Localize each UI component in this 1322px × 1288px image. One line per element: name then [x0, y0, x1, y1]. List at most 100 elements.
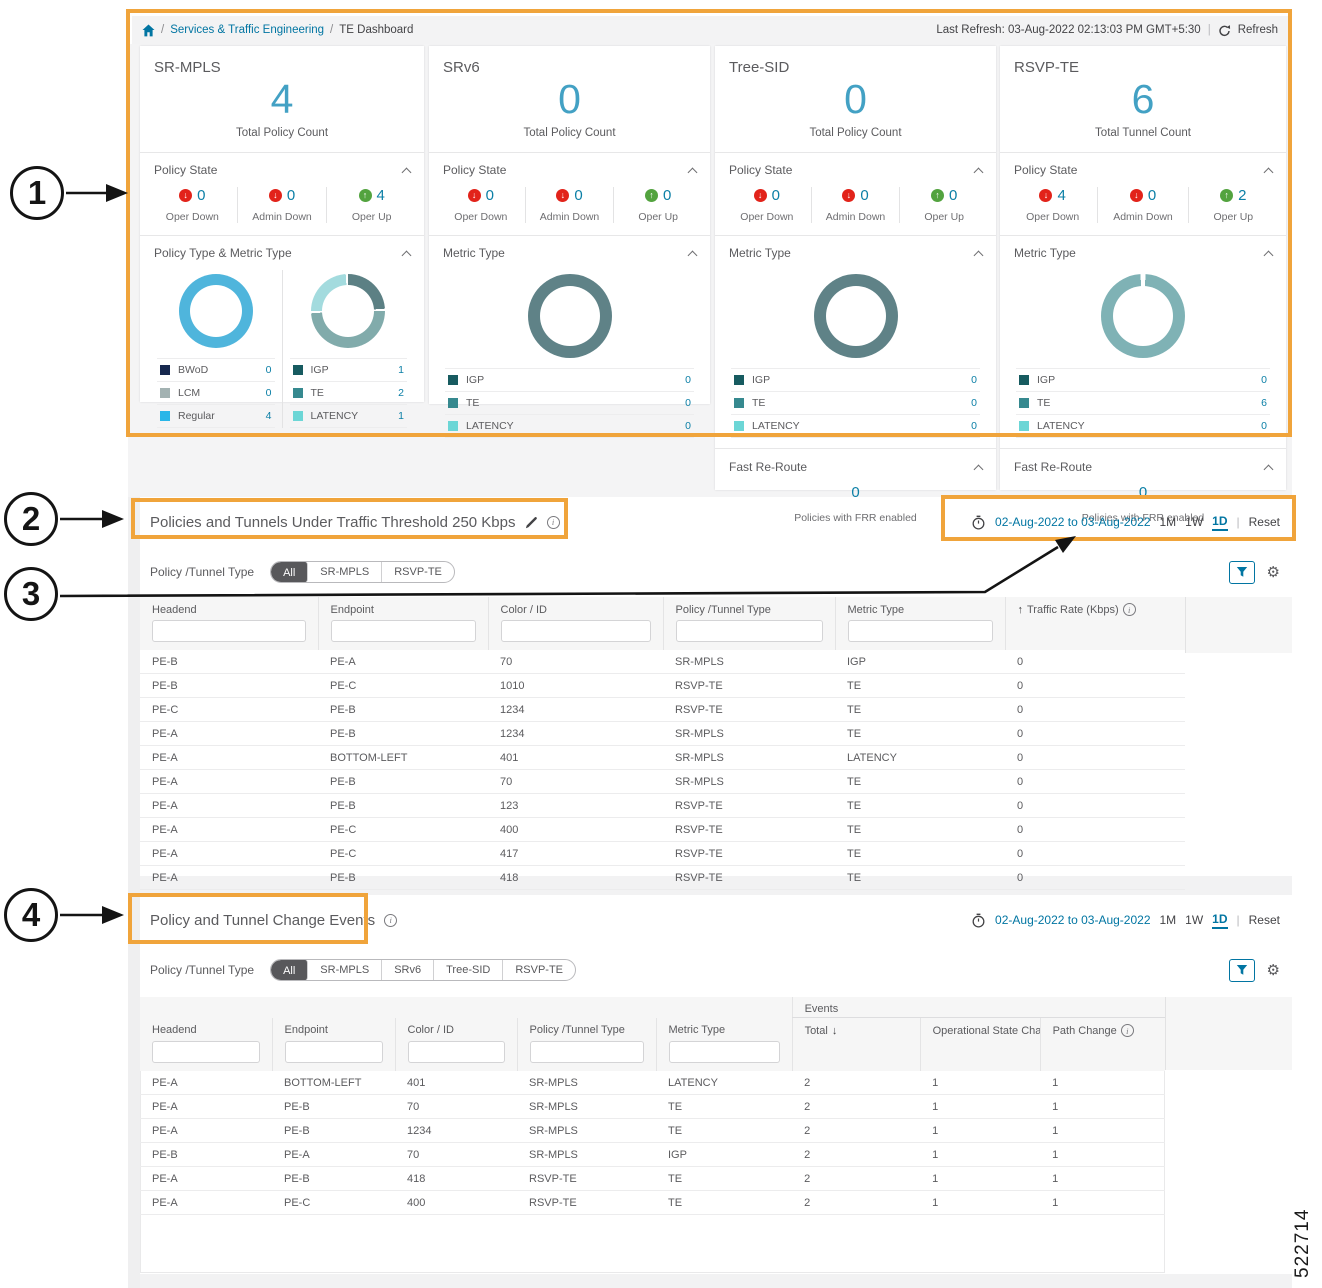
filter-sr-mpls-button[interactable]: SR-MPLS — [308, 960, 383, 980]
collapse-chevron-icon[interactable] — [973, 250, 984, 260]
oper-down-icon: ↓ — [1039, 189, 1053, 202]
oper-down-stat: ↓ 4 Oper Down — [1008, 187, 1097, 223]
column-header-path-change[interactable]: Path Change i — [1039, 1017, 1166, 1039]
filter-funnel-button[interactable] — [1228, 560, 1255, 584]
range-1d-button[interactable]: 1D — [1212, 514, 1228, 531]
legend-row: IGP 0 — [445, 368, 694, 391]
legend-value[interactable]: 0 — [265, 364, 272, 376]
legend-value[interactable]: 4 — [265, 410, 272, 422]
legend-value[interactable]: 0 — [265, 387, 272, 399]
date-range-link[interactable]: 02-Aug-2022 to 03-Aug-2022 — [995, 913, 1151, 927]
filter-input-endpoint[interactable] — [284, 1041, 383, 1063]
column-header-metric-type[interactable]: Metric Type — [655, 1017, 793, 1039]
filter-input-policy-type[interactable] — [529, 1041, 644, 1063]
reset-button[interactable]: Reset — [1248, 913, 1280, 927]
collapse-chevron-icon[interactable] — [1263, 167, 1274, 177]
filter-funnel-button[interactable] — [1228, 958, 1255, 982]
legend-value[interactable]: 1 — [398, 364, 404, 376]
filter-rsvp-te-button[interactable]: RSVP-TE — [515, 964, 564, 976]
time-range-icon[interactable] — [971, 913, 986, 928]
info-icon[interactable]: i — [1122, 603, 1136, 616]
column-header-metric-type[interactable]: Metric Type — [834, 597, 1005, 618]
column-header-endpoint[interactable]: Endpoint — [317, 597, 488, 618]
column-header-headend[interactable]: Headend — [140, 1017, 272, 1039]
column-header-oper-state-change[interactable]: Operational State Cha... — [919, 1017, 1041, 1039]
date-range-link[interactable]: 02-Aug-2022 to 03-Aug-2022 — [995, 515, 1151, 529]
legend-value[interactable]: 0 — [685, 374, 691, 386]
oper-up-icon: ↑ — [1220, 189, 1234, 202]
refresh-button[interactable]: Refresh — [1237, 24, 1278, 36]
info-icon[interactable]: i — [546, 515, 560, 529]
table-cell: 418 — [395, 1166, 517, 1191]
filter-all-button[interactable]: All — [271, 562, 309, 582]
column-header-endpoint[interactable]: Endpoint — [271, 1017, 395, 1039]
filter-input-color-id[interactable] — [500, 620, 651, 642]
range-1w-button[interactable]: 1W — [1185, 913, 1204, 927]
range-1d-button[interactable]: 1D — [1212, 912, 1228, 929]
filter-all-button[interactable]: All — [271, 960, 309, 980]
legend-value[interactable]: 0 — [685, 397, 691, 409]
filter-input-metric-type[interactable] — [847, 620, 993, 642]
range-1m-button[interactable]: 1M — [1159, 913, 1177, 927]
table-cell: TE — [835, 865, 1005, 890]
reset-button[interactable]: Reset — [1248, 515, 1280, 529]
total-count-label: Total Policy Count — [235, 127, 329, 139]
filter-srv6-button[interactable]: SRv6 — [382, 960, 435, 980]
filter-input-headend[interactable] — [152, 620, 306, 642]
filter-input-color-id[interactable] — [407, 1041, 505, 1063]
column-header-traffic-rate[interactable]: ↑ Traffic Rate (Kbps) i — [1004, 597, 1185, 618]
filter-input-endpoint[interactable] — [330, 620, 476, 642]
events-group-header: Events — [791, 997, 1166, 1018]
column-header-total[interactable]: Total ↓ — [791, 1017, 921, 1039]
state-label: Admin Down — [252, 211, 312, 223]
legend-row: LATENCY 0 — [445, 414, 694, 438]
range-1w-button[interactable]: 1W — [1185, 515, 1204, 529]
filter-sr-mpls-button[interactable]: SR-MPLS — [308, 562, 383, 582]
column-header-policy-type[interactable]: Policy /Tunnel Type — [662, 597, 835, 618]
table-cell: RSVP-TE — [517, 1166, 656, 1191]
home-icon[interactable] — [142, 24, 155, 37]
filter-rsvp-te-button[interactable]: RSVP-TE — [394, 566, 442, 578]
collapse-chevron-icon[interactable] — [687, 250, 698, 260]
collapse-chevron-icon[interactable] — [1263, 464, 1274, 474]
column-header-headend[interactable]: Headend — [140, 597, 318, 618]
refresh-icon[interactable] — [1218, 24, 1231, 37]
time-range-icon[interactable] — [971, 515, 986, 530]
collapse-chevron-icon[interactable] — [401, 250, 412, 260]
collapse-chevron-icon[interactable] — [401, 167, 412, 177]
legend-row: BWoD 0 — [157, 358, 275, 381]
gear-icon[interactable]: ⚙ — [1266, 563, 1280, 581]
info-icon[interactable]: i — [1120, 1024, 1134, 1037]
filter-input-metric-type[interactable] — [668, 1041, 780, 1063]
filter-input-headend[interactable] — [152, 1041, 260, 1063]
legend-value[interactable]: 0 — [971, 397, 977, 409]
column-header-policy-type[interactable]: Policy /Tunnel Type — [516, 1017, 656, 1039]
legend-value[interactable]: 0 — [1261, 374, 1267, 386]
gear-icon[interactable]: ⚙ — [1266, 961, 1280, 979]
fast-reroute-header: Fast Re-Route — [1000, 448, 1286, 482]
filter-tree-sid-button[interactable]: Tree-SID — [434, 960, 504, 980]
legend-value[interactable]: 0 — [971, 420, 977, 432]
info-icon[interactable]: i — [384, 913, 398, 927]
table-row: PE-A PE-B 70 SR-MPLS TE 0 — [140, 769, 1185, 794]
legend-value[interactable]: 6 — [1261, 397, 1267, 409]
collapse-chevron-icon[interactable] — [973, 167, 984, 177]
collapse-chevron-icon[interactable] — [687, 167, 698, 177]
collapse-chevron-icon[interactable] — [973, 464, 984, 474]
edit-pencil-icon[interactable] — [525, 516, 538, 529]
collapse-chevron-icon[interactable] — [1263, 250, 1274, 260]
total-count-label: Total Policy Count — [523, 127, 616, 139]
legend-value[interactable]: 0 — [685, 420, 691, 432]
legend-value[interactable]: 1 — [398, 410, 404, 422]
column-header-color-id[interactable]: Color / ID — [487, 597, 663, 618]
legend-value[interactable]: 2 — [398, 387, 404, 399]
range-1m-button[interactable]: 1M — [1159, 515, 1177, 529]
breadcrumb-link-services[interactable]: Services & Traffic Engineering — [170, 24, 325, 36]
column-header-color-id[interactable]: Color / ID — [394, 1017, 517, 1039]
legend-value[interactable]: 0 — [971, 374, 977, 386]
filter-input-policy-type[interactable] — [675, 620, 823, 642]
legend-value[interactable]: 0 — [1261, 420, 1267, 432]
table-cell: PE-A — [140, 1166, 272, 1191]
table-cell: PE-C — [318, 841, 488, 866]
